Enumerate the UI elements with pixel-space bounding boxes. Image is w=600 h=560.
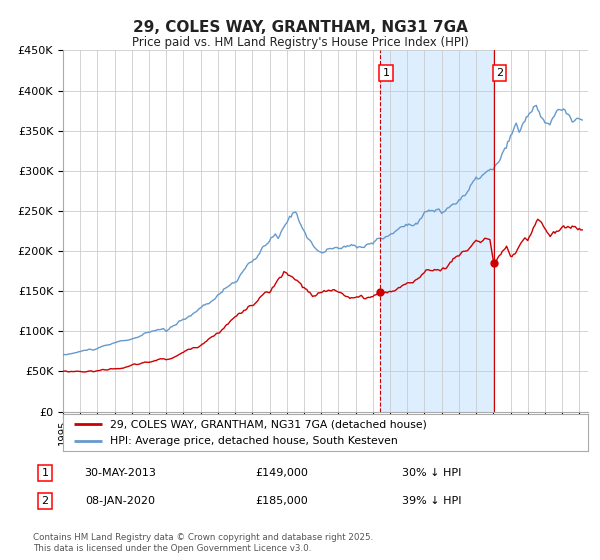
Text: 2: 2	[496, 68, 503, 78]
Text: HPI: Average price, detached house, South Kesteven: HPI: Average price, detached house, Sout…	[110, 436, 398, 446]
Text: 29, COLES WAY, GRANTHAM, NG31 7GA (detached house): 29, COLES WAY, GRANTHAM, NG31 7GA (detac…	[110, 419, 427, 429]
Text: 1: 1	[41, 468, 49, 478]
Text: 1: 1	[382, 68, 389, 78]
Text: 2: 2	[41, 496, 49, 506]
Text: 30% ↓ HPI: 30% ↓ HPI	[403, 468, 461, 478]
Text: 08-JAN-2020: 08-JAN-2020	[85, 496, 155, 506]
Text: Price paid vs. HM Land Registry's House Price Index (HPI): Price paid vs. HM Land Registry's House …	[131, 36, 469, 49]
Text: 30-MAY-2013: 30-MAY-2013	[84, 468, 156, 478]
Text: £185,000: £185,000	[256, 496, 308, 506]
Bar	[380, 50, 494, 412]
Text: 29, COLES WAY, GRANTHAM, NG31 7GA: 29, COLES WAY, GRANTHAM, NG31 7GA	[133, 20, 467, 35]
Text: £149,000: £149,000	[256, 468, 308, 478]
Text: Contains HM Land Registry data © Crown copyright and database right 2025.
This d: Contains HM Land Registry data © Crown c…	[33, 533, 373, 553]
Text: 39% ↓ HPI: 39% ↓ HPI	[402, 496, 462, 506]
